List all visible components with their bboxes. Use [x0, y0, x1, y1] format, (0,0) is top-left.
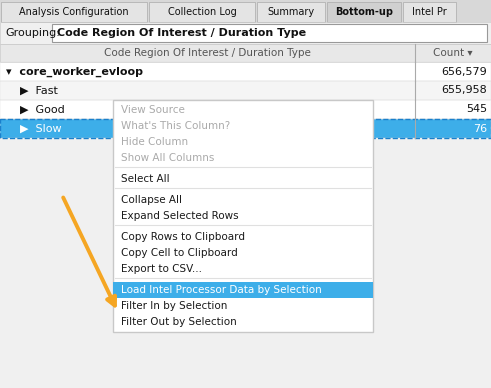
- Bar: [257, 2, 325, 22]
- Bar: [113, 282, 373, 298]
- Bar: [0, 62, 491, 81]
- Text: ▶  Fast: ▶ Fast: [6, 85, 58, 95]
- Bar: [1, 2, 147, 22]
- Bar: [0, 44, 491, 62]
- Bar: [0, 0, 491, 22]
- Text: Intel Pr: Intel Pr: [412, 7, 447, 17]
- Text: Copy Rows to Clipboard: Copy Rows to Clipboard: [121, 232, 245, 242]
- Text: Code Region Of Interest / Duration Type: Code Region Of Interest / Duration Type: [104, 48, 311, 58]
- Text: Expand Selected Rows: Expand Selected Rows: [121, 211, 239, 221]
- Bar: [0, 81, 491, 100]
- Bar: [0, 62, 491, 81]
- Bar: [0, 44, 491, 62]
- Bar: [0, 22, 491, 44]
- Text: Filter In by Selection: Filter In by Selection: [121, 301, 227, 311]
- Text: Grouping:: Grouping:: [5, 28, 60, 38]
- Text: ▶  Slow: ▶ Slow: [6, 123, 62, 133]
- Text: Load Intel Processor Data by Selection: Load Intel Processor Data by Selection: [121, 285, 322, 295]
- Text: View Source: View Source: [121, 105, 185, 115]
- Text: Export to CSV...: Export to CSV...: [121, 264, 202, 274]
- Bar: [0, 119, 491, 138]
- Bar: [0, 81, 491, 100]
- Bar: [327, 2, 401, 22]
- Text: What's This Column?: What's This Column?: [121, 121, 230, 131]
- Bar: [149, 2, 255, 22]
- Text: 656,579: 656,579: [441, 66, 487, 76]
- Bar: [113, 100, 373, 332]
- Bar: [0, 119, 491, 138]
- Bar: [52, 24, 487, 42]
- Text: ▶  Good: ▶ Good: [6, 104, 65, 114]
- Text: Copy Cell to Clipboard: Copy Cell to Clipboard: [121, 248, 238, 258]
- Text: Collapse All: Collapse All: [121, 195, 182, 205]
- Bar: [0, 119, 491, 138]
- Text: Count ▾: Count ▾: [433, 48, 473, 58]
- Bar: [0, 100, 491, 119]
- Text: Show All Columns: Show All Columns: [121, 153, 215, 163]
- Bar: [403, 2, 456, 22]
- Text: 76: 76: [473, 123, 487, 133]
- Text: Select All: Select All: [121, 174, 169, 184]
- Bar: [0, 100, 491, 119]
- Text: Hide Column: Hide Column: [121, 137, 188, 147]
- Text: Bottom-up: Bottom-up: [335, 7, 393, 17]
- Bar: [0, 22, 491, 44]
- Text: 655,958: 655,958: [441, 85, 487, 95]
- Text: Collection Log: Collection Log: [167, 7, 236, 17]
- Text: 545: 545: [466, 104, 487, 114]
- Text: Code Region Of Interest / Duration Type: Code Region Of Interest / Duration Type: [57, 28, 306, 38]
- Text: Filter Out by Selection: Filter Out by Selection: [121, 317, 237, 327]
- Text: Summary: Summary: [268, 7, 315, 17]
- Text: Analysis Configuration: Analysis Configuration: [19, 7, 129, 17]
- Text: ▾  core_worker_evloop: ▾ core_worker_evloop: [6, 66, 143, 77]
